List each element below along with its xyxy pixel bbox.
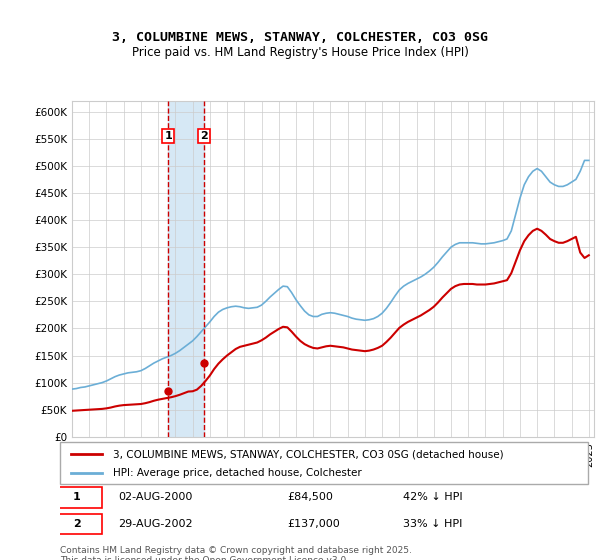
Text: £84,500: £84,500 [287, 492, 333, 502]
Text: £137,000: £137,000 [287, 519, 340, 529]
Text: 29-AUG-2002: 29-AUG-2002 [118, 519, 193, 529]
Text: 2: 2 [73, 519, 81, 529]
FancyBboxPatch shape [52, 487, 102, 508]
Text: 2: 2 [200, 131, 208, 141]
Text: Price paid vs. HM Land Registry's House Price Index (HPI): Price paid vs. HM Land Registry's House … [131, 46, 469, 59]
Text: 33% ↓ HPI: 33% ↓ HPI [403, 519, 463, 529]
Bar [168, 101, 204, 437]
Text: 1: 1 [164, 131, 172, 141]
FancyBboxPatch shape [52, 514, 102, 534]
FancyBboxPatch shape [60, 442, 588, 484]
Text: 42% ↓ HPI: 42% ↓ HPI [403, 492, 463, 502]
Text: 1: 1 [73, 492, 81, 502]
Text: 3, COLUMBINE MEWS, STANWAY, COLCHESTER, CO3 0SG (detached house): 3, COLUMBINE MEWS, STANWAY, COLCHESTER, … [113, 449, 503, 459]
Text: 3, COLUMBINE MEWS, STANWAY, COLCHESTER, CO3 0SG: 3, COLUMBINE MEWS, STANWAY, COLCHESTER, … [112, 31, 488, 44]
Text: Contains HM Land Registry data © Crown copyright and database right 2025.
This d: Contains HM Land Registry data © Crown c… [60, 546, 412, 560]
Text: HPI: Average price, detached house, Colchester: HPI: Average price, detached house, Colc… [113, 468, 362, 478]
Text: 02-AUG-2000: 02-AUG-2000 [118, 492, 193, 502]
